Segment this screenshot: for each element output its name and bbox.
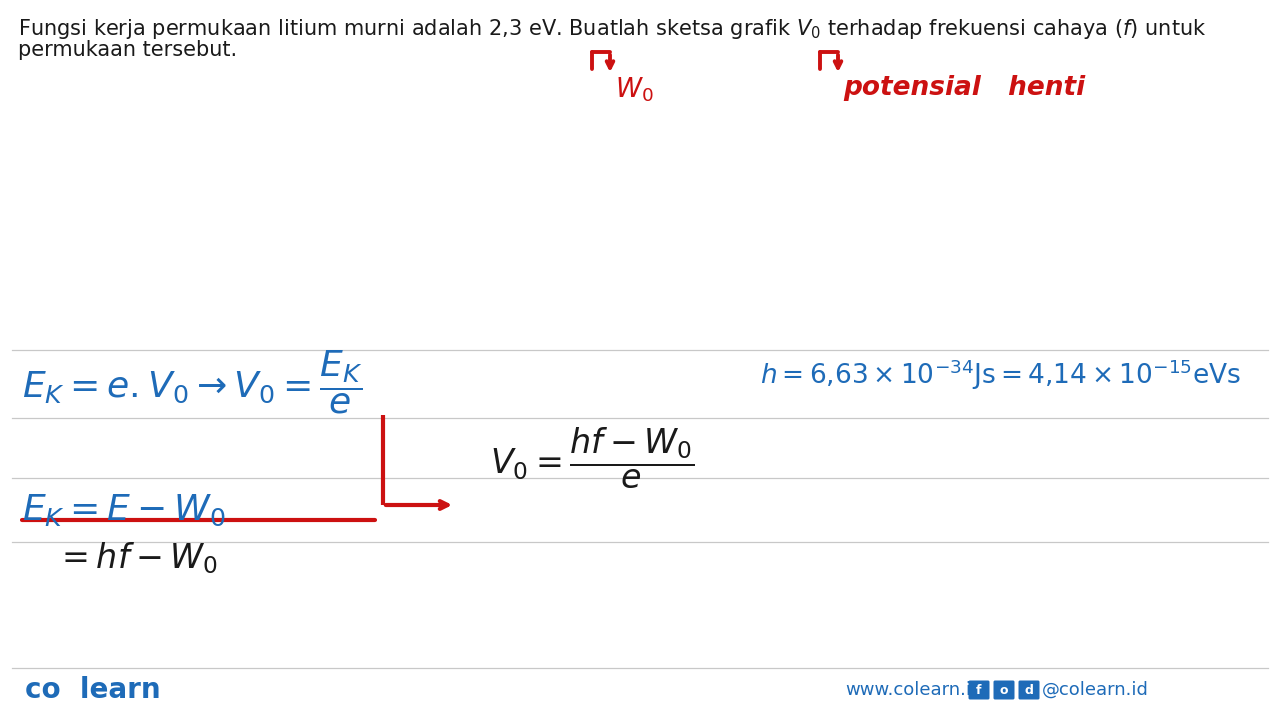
Text: $h = 6{,}63 \times 10^{-34}\mathrm{Js} = 4{,}14 \times 10^{-15}\mathrm{eVs}$: $h = 6{,}63 \times 10^{-34}\mathrm{Js} =… — [760, 358, 1242, 392]
Text: $E_K = E - W_0$: $E_K = E - W_0$ — [22, 492, 227, 528]
Text: $= hf - W_0$: $= hf - W_0$ — [55, 540, 218, 576]
Text: @colearn.id: @colearn.id — [1042, 681, 1149, 699]
FancyBboxPatch shape — [1019, 680, 1039, 700]
Text: $V_0 = \dfrac{hf - W_0}{e}$: $V_0 = \dfrac{hf - W_0}{e}$ — [490, 426, 694, 490]
Text: o: o — [1000, 683, 1009, 696]
Text: d: d — [1024, 683, 1033, 696]
Text: Fungsi kerja permukaan litium murni adalah 2,3 eV. Buatlah sketsa grafik $V_0$ t: Fungsi kerja permukaan litium murni adal… — [18, 17, 1207, 41]
Text: $W_0$: $W_0$ — [614, 75, 654, 104]
FancyBboxPatch shape — [969, 680, 989, 700]
Text: f: f — [977, 683, 982, 696]
Text: permukaan tersebut.: permukaan tersebut. — [18, 40, 237, 60]
Text: $E_K = e.V_0 \rightarrow V_0 = \dfrac{E_K}{e}$: $E_K = e.V_0 \rightarrow V_0 = \dfrac{E_… — [22, 348, 362, 415]
Text: potensial   henti: potensial henti — [844, 75, 1085, 101]
Text: co  learn: co learn — [26, 676, 160, 704]
Text: www.colearn.id: www.colearn.id — [845, 681, 982, 699]
FancyBboxPatch shape — [993, 680, 1015, 700]
